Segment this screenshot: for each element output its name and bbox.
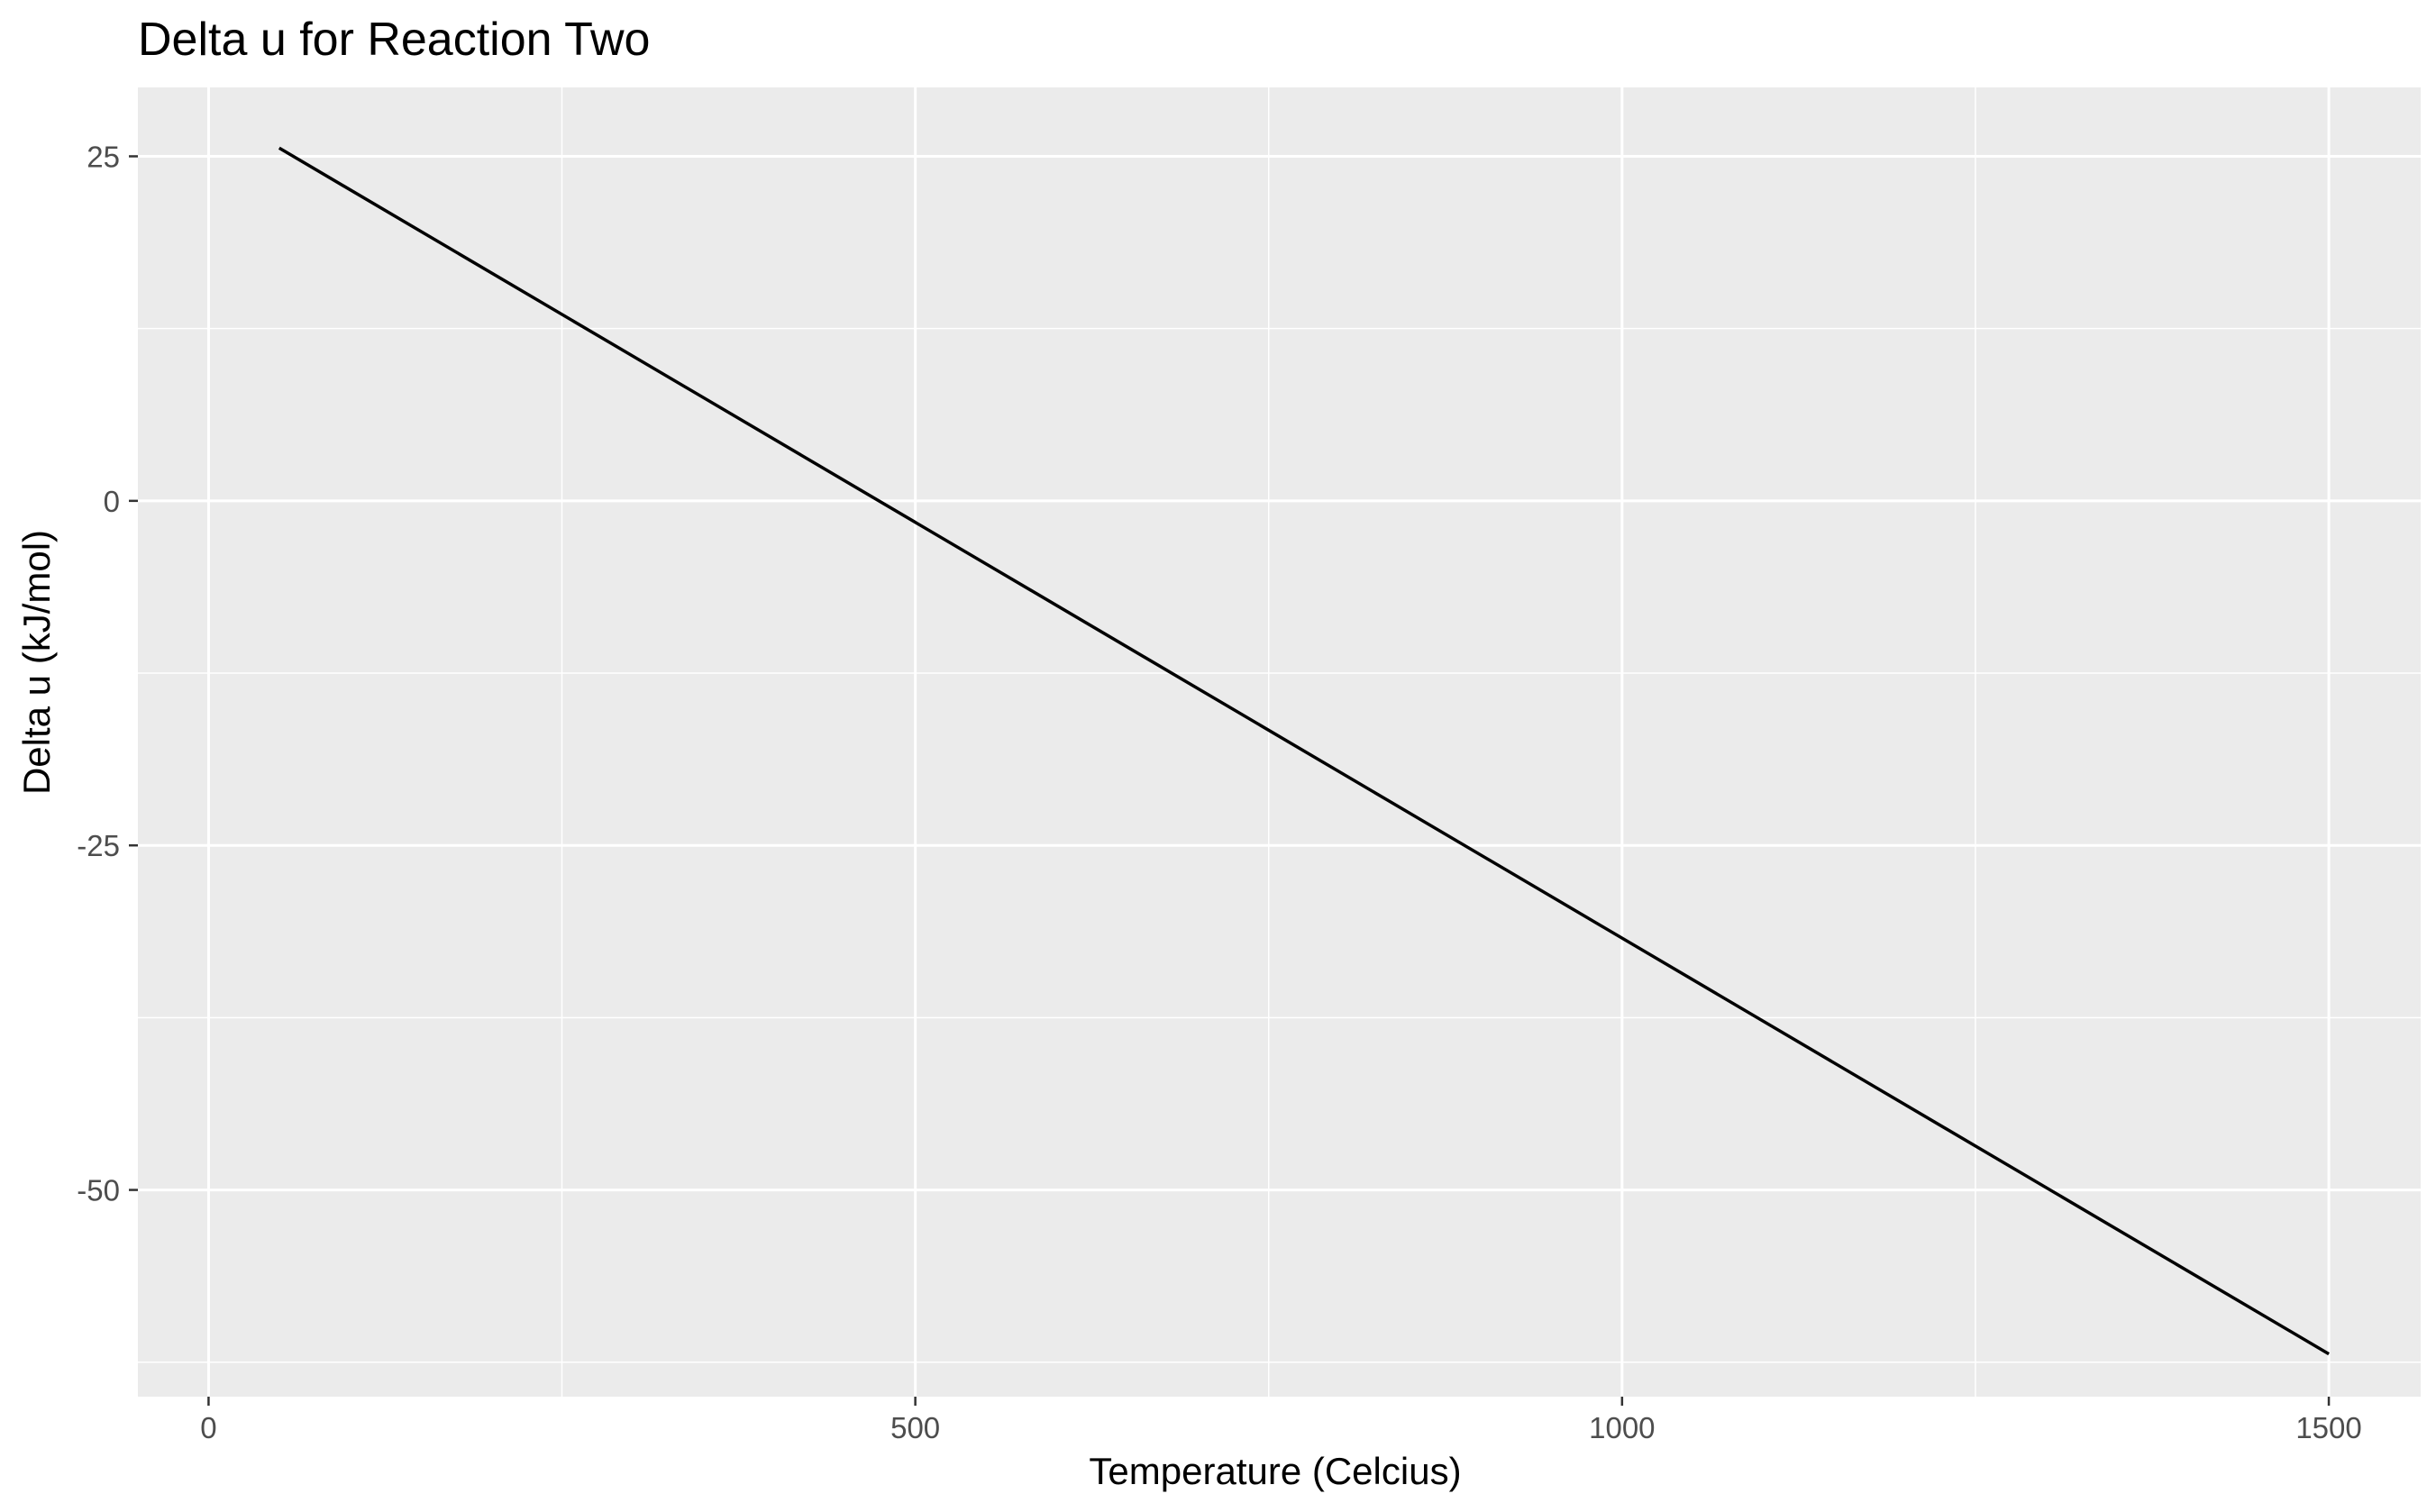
y-tick-label: -50 — [77, 1174, 120, 1207]
series-line — [278, 146, 2330, 1356]
series-layer — [278, 146, 2330, 1356]
y-tick-label: -25 — [77, 829, 120, 862]
y-axis: -50 -25 0 25 — [77, 140, 138, 1207]
plot-panel — [138, 87, 2421, 1397]
x-tick-label: 0 — [200, 1411, 216, 1444]
y-axis-title: Delta u (kJ/mol) — [15, 530, 58, 795]
chart-title: Delta u for Reaction Two — [138, 14, 651, 66]
x-axis-title: Temperature (Celcius) — [1089, 1450, 1461, 1492]
minor-gridlines — [138, 87, 2421, 1397]
y-tick-label: 0 — [104, 485, 120, 518]
x-tick-label: 1000 — [1589, 1411, 1655, 1444]
y-tick-label: 25 — [87, 140, 120, 173]
major-gridlines — [138, 87, 2421, 1397]
x-tick-label: 1500 — [2295, 1411, 2361, 1444]
x-tick-label: 500 — [890, 1411, 940, 1444]
x-axis: 0 500 1000 1500 — [200, 1397, 2362, 1444]
